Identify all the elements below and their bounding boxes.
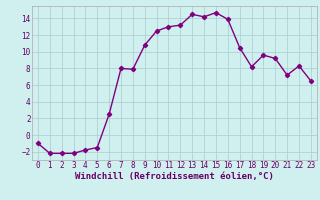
X-axis label: Windchill (Refroidissement éolien,°C): Windchill (Refroidissement éolien,°C): [75, 172, 274, 181]
